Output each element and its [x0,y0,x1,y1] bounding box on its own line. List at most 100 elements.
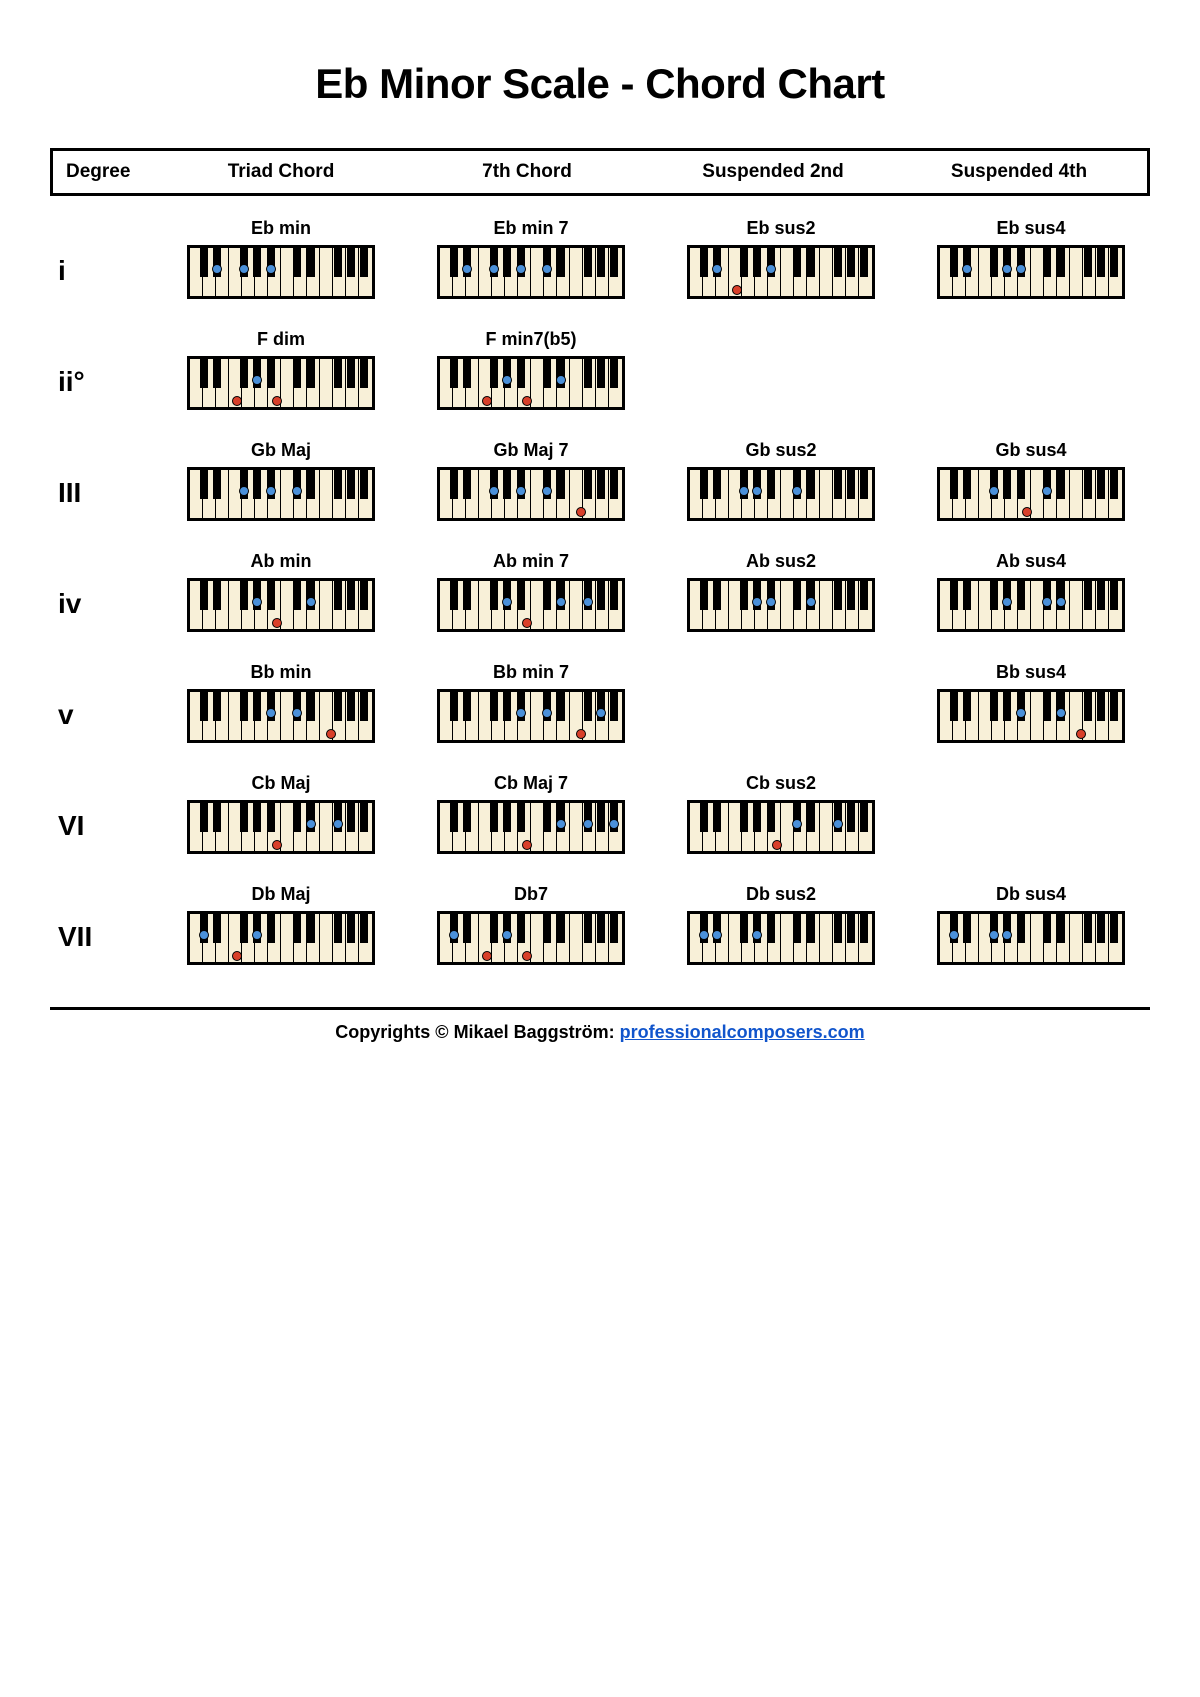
keyboard-diagram [937,689,1125,743]
note-dot [556,375,566,385]
chord-label: Ab sus4 [912,551,1150,572]
note-dot [766,597,776,607]
keyboard-diagram [437,356,625,410]
chord-label: Db7 [412,884,650,905]
note-dot [482,951,492,961]
note-dot [752,930,762,940]
note-dot [502,597,512,607]
note-dot [449,930,459,940]
chord-cell: Gb Maj [162,440,400,523]
chord-cell: Ab min 7 [412,551,650,634]
note-dot [699,930,709,940]
note-dot [712,264,722,274]
keyboard-diagram [437,689,625,743]
degree-label: ii° [50,344,150,398]
keyboard-diagram [687,245,875,299]
note-dot [1016,264,1026,274]
note-dot [989,930,999,940]
note-dot [232,951,242,961]
chord-cell: Gb Maj 7 [412,440,650,523]
note-dot [522,951,532,961]
chord-cell: Db7 [412,884,650,967]
note-dot [212,264,222,274]
degree-label: III [50,455,150,509]
note-dot [522,840,532,850]
footer-link[interactable]: professionalcomposers.com [620,1022,865,1042]
note-dot [732,285,742,295]
keyboard-diagram [187,578,375,632]
note-dot [576,729,586,739]
chord-label: Gb Maj [162,440,400,461]
chord-cell: Ab min [162,551,400,634]
chord-cell: Bb sus4 [912,662,1150,745]
chord-cell: Gb sus2 [662,440,900,523]
chord-label: Eb sus2 [662,218,900,239]
keyboard-diagram [437,911,625,965]
note-dot [502,930,512,940]
keyboard-diagram [187,911,375,965]
note-dot [1076,729,1086,739]
page: Eb Minor Scale - Chord Chart Degree Tria… [0,0,1200,1697]
chord-row: vBb minBb min 7Bb sus4 [50,662,1150,745]
note-dot [489,264,499,274]
note-dot [1002,930,1012,940]
degree-label: v [50,677,150,731]
keyboard-diagram [187,800,375,854]
header-degree: Degree [58,161,158,183]
note-dot [1042,486,1052,496]
chord-cell: Ab sus4 [912,551,1150,634]
chord-label: Db Maj [162,884,400,905]
note-dot [306,819,316,829]
keyboard-diagram [937,245,1125,299]
chord-cell: Eb sus2 [662,218,900,301]
degree-label: VI [50,788,150,842]
note-dot [772,840,782,850]
note-dot [833,819,843,829]
note-dot [949,930,959,940]
note-dot [502,375,512,385]
note-dot [792,819,802,829]
note-dot [266,486,276,496]
chord-label: Eb min [162,218,400,239]
chord-cell: Eb min [162,218,400,301]
keyboard-diagram [937,578,1125,632]
keyboard-diagram [187,467,375,521]
note-dot [266,708,276,718]
keyboard-diagram [687,467,875,521]
keyboard-diagram [437,578,625,632]
table-header: Degree Triad Chord 7th Chord Suspended 2… [50,148,1150,196]
keyboard-diagram [437,800,625,854]
chord-cell: Db Maj [162,884,400,967]
note-dot [272,396,282,406]
note-dot [556,597,566,607]
chord-row: ivAb minAb min 7Ab sus2Ab sus4 [50,551,1150,634]
note-dot [1002,264,1012,274]
note-dot [739,486,749,496]
chord-cell: Bb min [162,662,400,745]
note-dot [806,597,816,607]
header-sus2: Suspended 2nd [650,161,896,183]
note-dot [1002,597,1012,607]
note-dot [272,618,282,628]
note-dot [542,708,552,718]
chord-row: VIIDb MajDb7Db sus2Db sus4 [50,884,1150,967]
chord-label: Cb sus2 [662,773,900,794]
note-dot [326,729,336,739]
note-dot [516,486,526,496]
note-dot [792,486,802,496]
note-dot [766,264,776,274]
note-dot [266,264,276,274]
note-dot [576,507,586,517]
keyboard-diagram [687,578,875,632]
note-dot [252,930,262,940]
note-dot [292,486,302,496]
keyboard-diagram [687,911,875,965]
note-dot [583,597,593,607]
chord-cell: Cb sus2 [662,773,900,856]
note-dot [1056,708,1066,718]
note-dot [252,597,262,607]
note-dot [333,819,343,829]
chord-row: iEb minEb min 7Eb sus2Eb sus4 [50,218,1150,301]
chord-label: Bb sus4 [912,662,1150,683]
note-dot [989,486,999,496]
